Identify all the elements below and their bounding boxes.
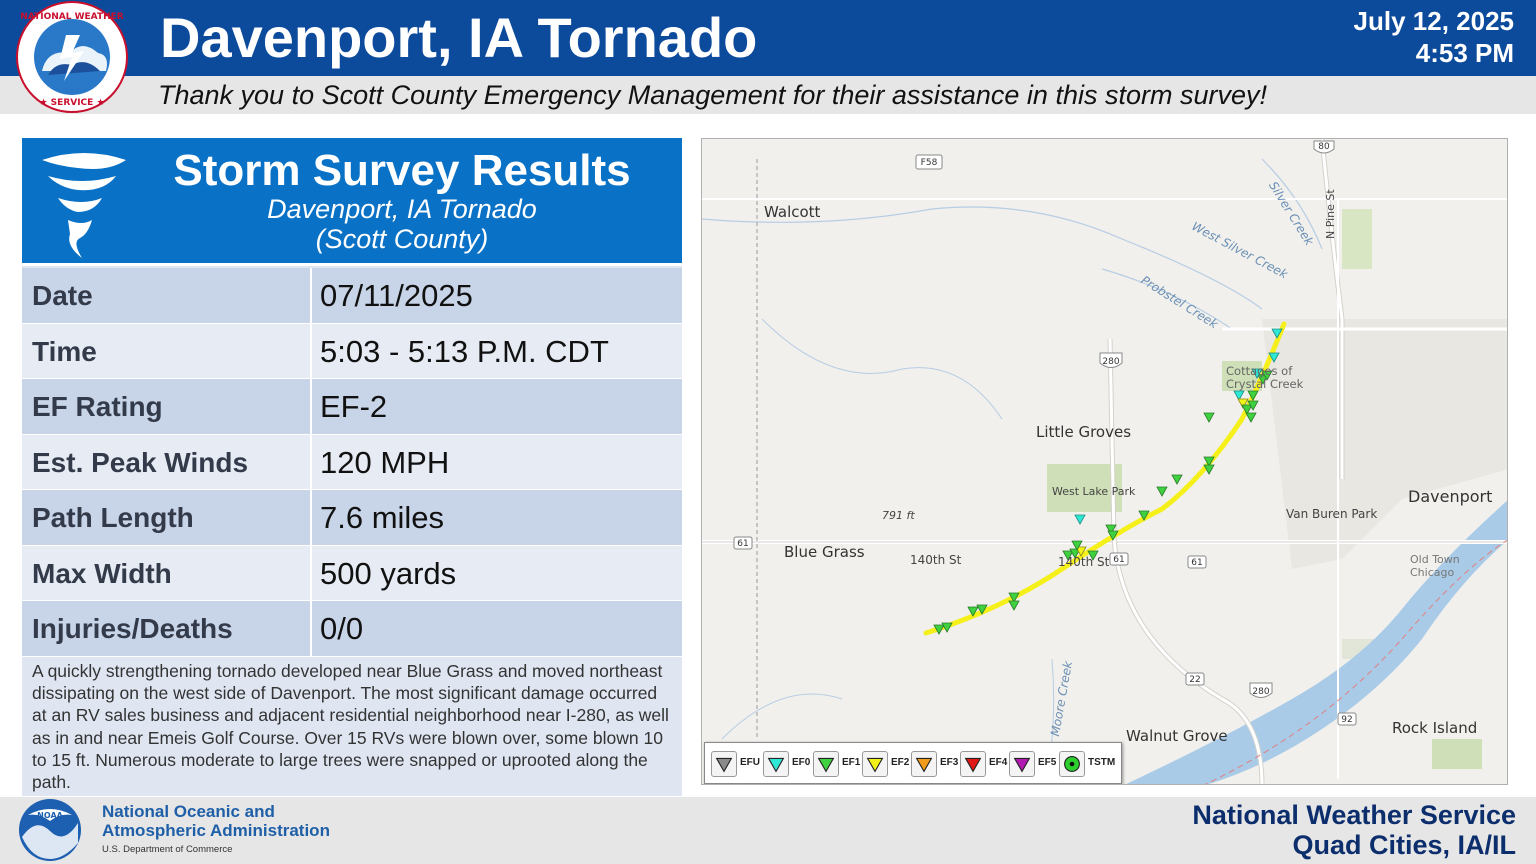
noaa-logo-text: NOAA: [37, 811, 63, 820]
office-location: Quad Cities, IA/IL: [1292, 830, 1516, 860]
legend-label: EFU: [740, 757, 760, 768]
street-140th: 140th St: [910, 553, 962, 567]
survey-county: (Scott County): [315, 224, 489, 254]
office-name: National Weather Service: [1192, 800, 1516, 830]
issue-datetime: July 12, 2025 4:53 PM: [1354, 5, 1514, 69]
legend-label: EF1: [842, 757, 861, 768]
triangle-down-icon: [763, 751, 789, 777]
damage-survey-map[interactable]: F58 80 280 61 61 61 22 280 92 Walcott Li…: [701, 138, 1508, 785]
shield-f58: F58: [921, 158, 938, 168]
place-blue-grass: Blue Grass: [784, 543, 865, 561]
route-shields: F58 80 280 61 61 61 22 280 92: [733, 140, 1357, 726]
agency-name-line1: National Oceanic and: [102, 802, 275, 821]
place-rock-island: Rock Island: [1392, 719, 1478, 737]
nws-logo: NATIONAL WEATHER ★ SERVICE ★: [16, 1, 128, 113]
map-base: F58 80 280 61 61 61 22 280 92: [702, 139, 1507, 784]
shield-us61-west: 61: [737, 539, 748, 549]
row-label: Date: [32, 280, 93, 311]
triangle-down-icon: [813, 751, 839, 777]
place-cottages-crystal-creek: Cottages of Crystal Creek: [1226, 364, 1304, 391]
row-label: Est. Peak Winds: [32, 446, 249, 478]
survey-subtitle: Davenport, IA Tornado: [267, 194, 537, 224]
place-walnut-grove: Walnut Grove: [1126, 727, 1228, 745]
place-little-groves: Little Groves: [1036, 423, 1132, 441]
park-area: [1432, 739, 1482, 769]
shield-us61-center: 61: [1113, 555, 1124, 565]
triangle-down-icon: [960, 751, 986, 777]
street-140th-east: 140th St: [1058, 555, 1110, 569]
place-davenport: Davenport: [1408, 487, 1493, 506]
header-bar: Davenport, IA Tornado July 12, 2025 4:53…: [0, 0, 1536, 76]
row-value: 7.6 miles: [320, 500, 445, 535]
legend-label: EF0: [792, 757, 811, 768]
shield-i280-south: 280: [1252, 687, 1269, 697]
shield-i280-north: 280: [1102, 357, 1119, 367]
row-label: Path Length: [32, 502, 194, 533]
shield-r22: 22: [1189, 675, 1200, 685]
row-label: EF Rating: [32, 391, 163, 422]
legend-label: EF5: [1038, 757, 1057, 768]
circle-dot-icon: [1059, 751, 1085, 777]
row-label: Max Width: [32, 557, 172, 589]
agency-name-line2: Atmospheric Administration: [102, 821, 330, 840]
place-van-buren-park: Van Buren Park: [1286, 507, 1378, 521]
map-legend: EFU EF0 EF1 EF2 EF3 EF4: [704, 742, 1122, 784]
place-old-town-chicago: Old Town Chicago: [1410, 553, 1460, 579]
row-label: Time: [32, 335, 97, 367]
shield-r92: 92: [1341, 715, 1352, 725]
row-value: 120 MPH: [320, 444, 450, 480]
triangle-down-icon: [862, 751, 888, 777]
park-area: [1047, 464, 1122, 512]
shield-i80: 80: [1318, 142, 1330, 152]
row-value: 07/11/2025: [320, 278, 473, 313]
department-name: U.S. Department of Commerce: [102, 844, 233, 855]
tornado-icon: [42, 153, 126, 258]
table-row: Max Width 500 yards: [22, 545, 682, 601]
table-row: EF Rating EF-2: [22, 379, 682, 435]
survey-panel: Storm Survey Results Davenport, IA Torna…: [22, 138, 682, 796]
table-row: Est. Peak Winds 120 MPH: [22, 434, 682, 490]
damage-points: [933, 328, 1283, 635]
legend-label: TSTM: [1088, 757, 1116, 768]
issue-time: 4:53 PM: [1415, 38, 1514, 68]
elevation-marker: 791 ft: [882, 509, 915, 522]
triangle-down-icon: [1009, 751, 1035, 777]
survey-header: Storm Survey Results Davenport, IA Torna…: [22, 138, 682, 266]
survey-table: Date 07/11/2025 Time 5:03 - 5:13 P.M. CDT …: [22, 268, 682, 657]
legend-label: EF2: [891, 757, 910, 768]
place-walcott: Walcott: [764, 203, 821, 221]
acknowledgement-text: Thank you to Scott County Emergency Mana…: [158, 80, 1267, 110]
shield-us61-east: 61: [1191, 558, 1202, 568]
svg-text:NATIONAL WEATHER: NATIONAL WEATHER: [20, 12, 123, 22]
row-value: EF-2: [320, 389, 388, 424]
issue-date: July 12, 2025: [1353, 6, 1514, 36]
table-row: Time 5:03 - 5:13 P.M. CDT: [22, 323, 682, 379]
page-title: Davenport, IA Tornado: [160, 6, 758, 69]
row-value: 0/0: [320, 611, 364, 646]
place-west-lake-park: West Lake Park: [1052, 485, 1136, 498]
row-value: 5:03 - 5:13 P.M. CDT: [320, 333, 609, 369]
acknowledgement-bar: Thank you to Scott County Emergency Mana…: [0, 76, 1536, 114]
survey-title: Storm Survey Results: [173, 146, 631, 195]
row-label: Injuries/Deaths: [32, 613, 233, 644]
survey-description: A quickly strengthening tornado develope…: [32, 661, 669, 793]
mississippi-river: [1126, 500, 1507, 784]
legend-label: EF3: [940, 757, 959, 768]
row-value: 500 yards: [320, 555, 457, 591]
footer: NOAA National Oceanic and Atmospheric Ad…: [0, 797, 1536, 864]
svg-text:★ SERVICE ★: ★ SERVICE ★: [39, 98, 104, 108]
street-n-pine: N Pine St: [1324, 189, 1337, 239]
table-row: Date 07/11/2025: [22, 268, 682, 324]
table-row: Path Length 7.6 miles: [22, 490, 682, 546]
triangle-down-icon: [911, 751, 937, 777]
legend-label: EF4: [989, 757, 1008, 768]
noaa-logo: NOAA: [19, 799, 81, 861]
triangle-down-icon: [711, 751, 737, 777]
park-area: [1342, 209, 1372, 269]
table-row: Injuries/Deaths 0/0: [22, 601, 682, 657]
